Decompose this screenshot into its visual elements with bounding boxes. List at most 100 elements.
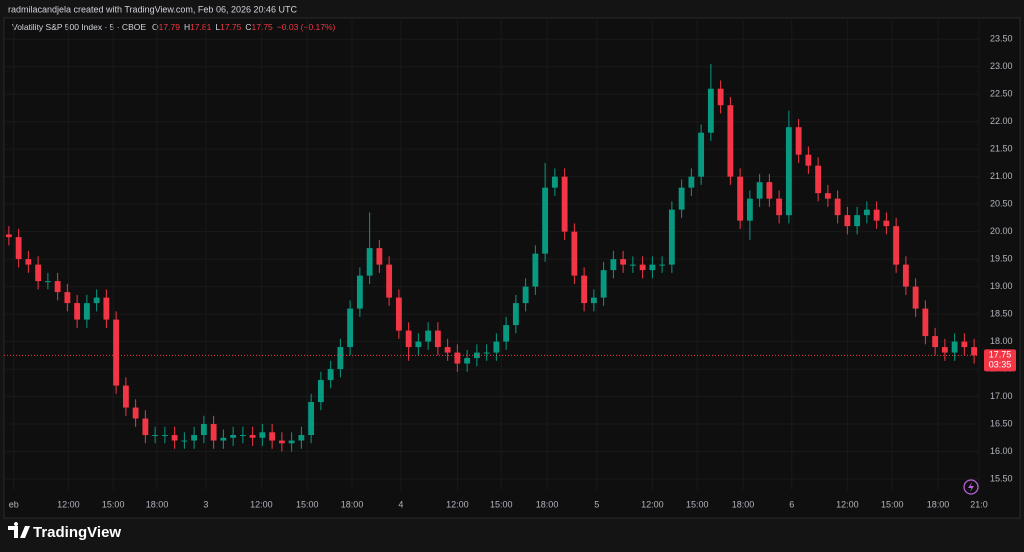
alert-icon[interactable] bbox=[963, 479, 979, 495]
candle-body bbox=[347, 308, 354, 348]
candle-body bbox=[25, 259, 32, 265]
candle-body bbox=[288, 440, 295, 444]
candle-body bbox=[659, 264, 666, 266]
y-tick-label: 18.00 bbox=[990, 336, 1013, 346]
y-tick-label: 21.50 bbox=[990, 144, 1013, 154]
candle-body bbox=[902, 264, 909, 287]
candle-body bbox=[766, 182, 773, 199]
footer-logo: TradingView bbox=[33, 524, 121, 541]
candle-body bbox=[854, 215, 861, 227]
candle-body bbox=[600, 270, 607, 298]
candle-body bbox=[249, 435, 256, 438]
candle-body bbox=[376, 248, 383, 265]
x-tick-label: 12:00 bbox=[836, 499, 859, 509]
legend-ohlc-label: C bbox=[245, 22, 251, 32]
candle-body bbox=[698, 132, 705, 177]
candle-body bbox=[785, 127, 792, 216]
candle-body bbox=[834, 198, 841, 216]
candle-body bbox=[805, 154, 812, 166]
candle-body bbox=[971, 347, 978, 356]
candle-body bbox=[863, 209, 870, 216]
candle-body bbox=[932, 336, 939, 348]
candle-body bbox=[620, 259, 627, 265]
x-tick-label: 18:00 bbox=[341, 499, 364, 509]
candle-body bbox=[464, 358, 471, 364]
candle-body bbox=[824, 193, 831, 199]
y-tick-label: 17.00 bbox=[990, 391, 1013, 401]
candle-body bbox=[571, 231, 578, 276]
candle-body bbox=[873, 209, 880, 221]
candle-body bbox=[512, 303, 519, 326]
candle-body bbox=[756, 182, 763, 199]
candle-body bbox=[542, 187, 549, 254]
candle-body bbox=[415, 341, 422, 348]
candle-body bbox=[951, 341, 958, 353]
candle-body bbox=[142, 418, 149, 436]
legend-ohlc-value: 17.79 bbox=[159, 22, 181, 32]
candle-body bbox=[493, 341, 500, 353]
candle-body bbox=[152, 435, 159, 437]
x-tick-label: 15:00 bbox=[686, 499, 709, 509]
candle-body bbox=[941, 347, 948, 353]
candle-body bbox=[54, 281, 61, 293]
y-tick-label: 15.50 bbox=[990, 473, 1013, 483]
candle-body bbox=[327, 369, 334, 381]
candle-body bbox=[181, 440, 188, 442]
y-tick-label: 19.50 bbox=[990, 253, 1013, 263]
candle-body bbox=[239, 435, 246, 437]
candle-body bbox=[678, 187, 685, 210]
candle-body bbox=[551, 176, 558, 188]
candle-body bbox=[561, 176, 568, 232]
candle-body bbox=[425, 330, 432, 342]
candle-body bbox=[717, 88, 724, 106]
x-tick-label: 6 bbox=[789, 499, 794, 509]
x-tick-label: 3 bbox=[203, 499, 208, 509]
candle-body bbox=[405, 330, 412, 348]
y-tick-label: 16.50 bbox=[990, 418, 1013, 428]
x-tick-label: 12:00 bbox=[250, 499, 273, 509]
candle-body bbox=[259, 432, 266, 438]
y-tick-label: 21.00 bbox=[990, 171, 1013, 181]
candle-body bbox=[795, 127, 802, 155]
candle-body bbox=[581, 275, 588, 304]
candle-body bbox=[444, 347, 451, 353]
y-tick-label: 19.00 bbox=[990, 281, 1013, 291]
x-tick-label: eb bbox=[9, 499, 19, 509]
candle-body bbox=[532, 253, 539, 287]
candle-body bbox=[93, 297, 100, 304]
candle-body bbox=[366, 248, 373, 276]
x-tick-label: 12:00 bbox=[446, 499, 469, 509]
candle-body bbox=[5, 234, 12, 238]
x-tick-label: 21:0 bbox=[970, 499, 988, 509]
candle-body bbox=[386, 264, 393, 298]
candle-body bbox=[44, 281, 51, 283]
x-tick-label: 18:00 bbox=[927, 499, 950, 509]
candle-body bbox=[230, 435, 237, 438]
chart-panel bbox=[3, 17, 1021, 519]
x-tick-label: 15:00 bbox=[102, 499, 125, 509]
x-tick-label: 15:00 bbox=[490, 499, 513, 509]
candle-body bbox=[639, 264, 646, 271]
legend: Volatility S&P 500 Index · 5 · CBOE O17.7… bbox=[12, 22, 336, 32]
legend-ohlc-label: L bbox=[215, 22, 220, 32]
y-tick-label: 23.50 bbox=[990, 34, 1013, 44]
candle-body bbox=[522, 286, 529, 304]
candle-body bbox=[434, 330, 441, 348]
y-tick-label: 18.50 bbox=[990, 308, 1013, 318]
candle-body bbox=[298, 435, 305, 441]
candle-body bbox=[883, 220, 890, 227]
candle-body bbox=[503, 325, 510, 342]
candle-body bbox=[103, 297, 110, 320]
candle-body bbox=[161, 435, 168, 437]
candle-body bbox=[35, 264, 42, 282]
legend-ohlc-label: O bbox=[152, 22, 159, 32]
candle-body bbox=[83, 303, 90, 320]
y-tick-label: 22.50 bbox=[990, 89, 1013, 99]
candle-body bbox=[308, 402, 315, 436]
x-tick-label: 12:00 bbox=[57, 499, 80, 509]
candle-body bbox=[912, 286, 919, 309]
y-tick-label: 16.00 bbox=[990, 446, 1013, 456]
legend-ohlc-value: 17.75 bbox=[220, 22, 242, 32]
candle-body bbox=[337, 347, 344, 370]
